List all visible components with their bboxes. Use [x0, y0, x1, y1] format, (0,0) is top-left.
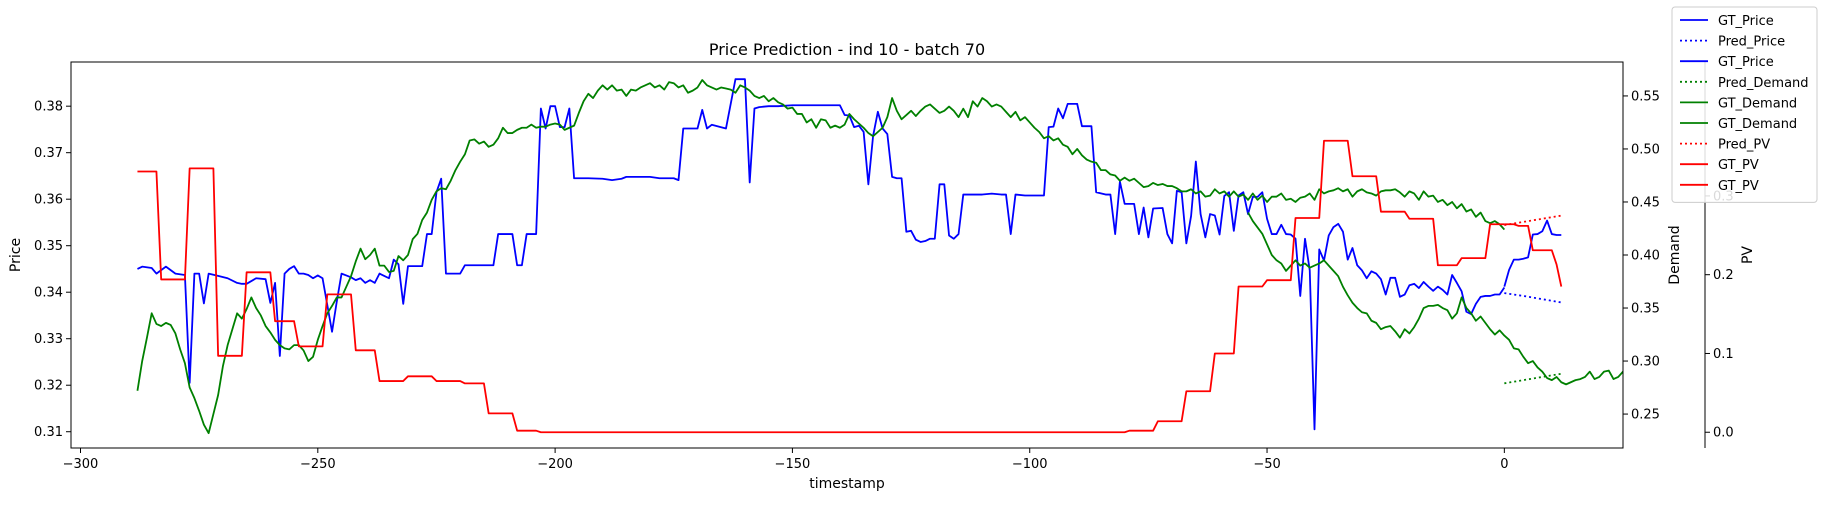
axes-layer: −300 −250 −200 −150 −100 −50 0 0.31 0.32 0.33 0.34… [8, 62, 1756, 472]
price-tick-label: 0.34 [34, 286, 63, 301]
price-tick-label: 0.36 [34, 193, 63, 208]
x-axis-label: timestamp [809, 476, 885, 492]
pv-tick-label: 0.0 [1713, 426, 1734, 441]
legend: GT_Price Pred_Price GT_Price Pred_Demand GT_… [1671, 6, 1818, 203]
price-tick-label: 0.31 [34, 425, 63, 440]
x-tick-label: −200 [537, 457, 573, 472]
legend-box [1671, 6, 1818, 203]
demand-tick-label: 0.25 [1631, 408, 1660, 423]
x-tick-label: −100 [1012, 457, 1048, 472]
x-tick-label: −50 [1253, 457, 1280, 472]
demand-tick-label: 0.45 [1631, 195, 1660, 210]
legend-label: GT_Price [1718, 55, 1774, 70]
demand-tick-label: 0.35 [1631, 302, 1660, 317]
demand-axis-label: Demand [1667, 225, 1683, 284]
x-tick-label: −250 [300, 457, 336, 472]
series-line-gt-pv [1504, 223, 1563, 287]
legend-label: Pred_Price [1718, 35, 1785, 50]
demand-tick-label: 0.50 [1631, 142, 1660, 157]
x-tick-label: −150 [775, 457, 811, 472]
series-line-gt-pv [137, 139, 1505, 434]
price-axis-label: Price [8, 238, 24, 272]
legend-label: Pred_PV [1718, 138, 1770, 153]
series-line-gt-price [137, 78, 1506, 431]
series-line-gt-price [1503, 219, 1562, 287]
legend-label: GT_PV [1718, 179, 1759, 194]
series-line-gt-demand [136, 79, 1506, 435]
x-tick-label: −300 [63, 457, 99, 472]
demand-tick-label: 0.30 [1631, 355, 1660, 370]
series-line-gt-demand [1247, 212, 1623, 386]
demand-tick-label: 0.55 [1631, 89, 1660, 104]
pv-axis-label: PV [1740, 246, 1756, 264]
price-tick-label: 0.37 [34, 146, 63, 161]
series-line-pred-price [1504, 292, 1562, 304]
legend-label: GT_PV [1718, 158, 1759, 173]
price-tick-label: 0.33 [34, 332, 63, 347]
price-tick-label: 0.38 [34, 100, 63, 115]
pv-tick-label: 0.2 [1713, 268, 1734, 283]
legend-label: GT_Demand [1718, 96, 1797, 111]
chart-title: Price Prediction - ind 10 - batch 70 [709, 40, 985, 59]
price-tick-label: 0.35 [34, 239, 63, 254]
demand-tick-label: 0.40 [1631, 249, 1660, 264]
pv-tick-label: 0.1 [1713, 347, 1734, 362]
price-tick-label: 0.32 [34, 379, 63, 394]
series-layer [136, 78, 1623, 435]
legend-label: GT_Price [1718, 14, 1774, 29]
legend-label: Pred_Demand [1718, 76, 1809, 91]
x-tick-label: 0 [1500, 457, 1508, 472]
legend-label: GT_Demand [1718, 117, 1797, 132]
